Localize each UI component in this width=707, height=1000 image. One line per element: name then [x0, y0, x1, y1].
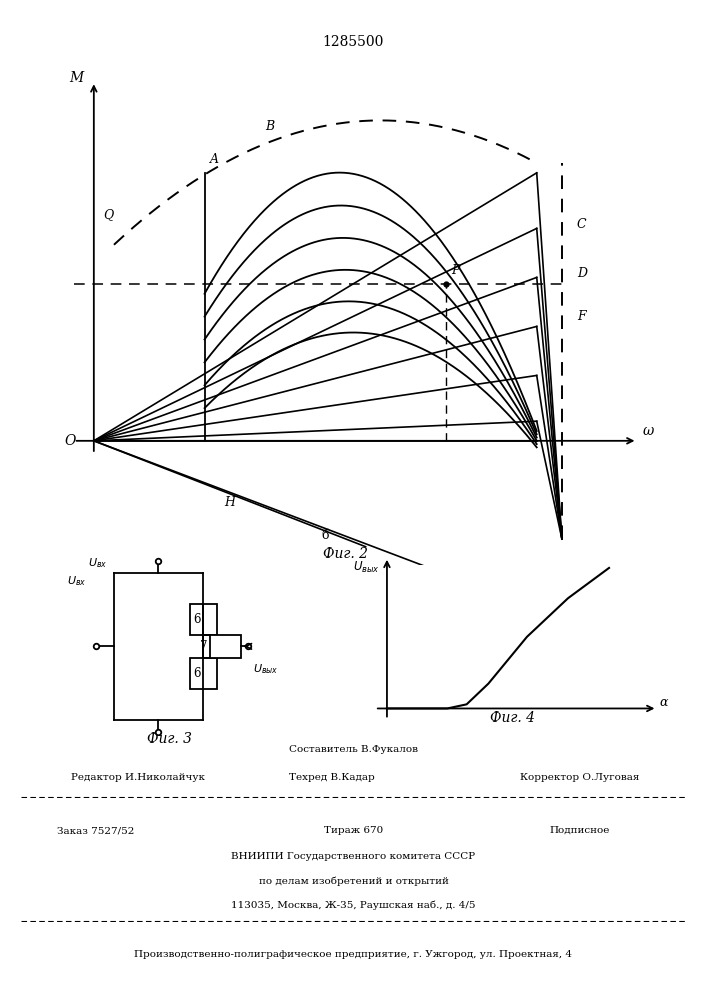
- Text: 7: 7: [200, 640, 208, 653]
- Text: Подписное: Подписное: [549, 826, 610, 835]
- Text: ВНИИПИ Государственного комитета СССР: ВНИИПИ Государственного комитета СССР: [231, 852, 476, 861]
- Bar: [189, 604, 216, 635]
- Text: Техред В.Кадар: Техред В.Кадар: [289, 773, 375, 782]
- Text: M: M: [69, 71, 83, 85]
- Text: F: F: [577, 310, 585, 323]
- Text: Корректор О.Луговая: Корректор О.Луговая: [520, 773, 639, 782]
- Text: Редактор И.Николайчук: Редактор И.Николайчук: [71, 773, 205, 782]
- Text: по делам изобретений и открытий: по делам изобретений и открытий: [259, 876, 448, 886]
- Text: $U_{вых}$: $U_{вых}$: [353, 560, 380, 575]
- Text: б: б: [322, 529, 329, 542]
- Text: Фиг. 4: Фиг. 4: [490, 711, 535, 725]
- Text: $U_{вх}$: $U_{вх}$: [88, 556, 107, 570]
- Text: Тираж 670: Тираж 670: [324, 826, 383, 835]
- Text: 1285500: 1285500: [323, 35, 384, 49]
- Text: 6: 6: [194, 613, 201, 626]
- Text: $U_{вх}$: $U_{вх}$: [67, 574, 87, 588]
- Text: D: D: [577, 267, 587, 280]
- Text: P: P: [451, 264, 460, 277]
- Text: Фиг. 3: Фиг. 3: [147, 732, 192, 746]
- Text: Фиг. 2: Фиг. 2: [323, 547, 368, 561]
- Text: Производственно-полиграфическое предприятие, г. Ужгород, ул. Проектная, 4: Производственно-полиграфическое предприя…: [134, 950, 573, 959]
- Text: $U_{вых}$: $U_{вых}$: [252, 662, 278, 676]
- Text: α: α: [660, 696, 668, 709]
- Text: 113035, Москва, Ж-35, Раушская наб., д. 4/5: 113035, Москва, Ж-35, Раушская наб., д. …: [231, 900, 476, 910]
- Text: A: A: [209, 153, 218, 166]
- Bar: [210, 635, 241, 658]
- Text: B: B: [265, 120, 274, 133]
- Text: 6: 6: [194, 667, 201, 680]
- Text: O: O: [65, 434, 76, 448]
- Text: ω: ω: [643, 424, 654, 438]
- Text: Составитель В.Фукалов: Составитель В.Фукалов: [289, 745, 418, 754]
- Text: H: H: [224, 496, 235, 509]
- Bar: [189, 658, 216, 689]
- Text: C: C: [577, 218, 587, 231]
- Text: Q: Q: [104, 209, 114, 222]
- Text: Заказ 7527/52: Заказ 7527/52: [57, 826, 134, 835]
